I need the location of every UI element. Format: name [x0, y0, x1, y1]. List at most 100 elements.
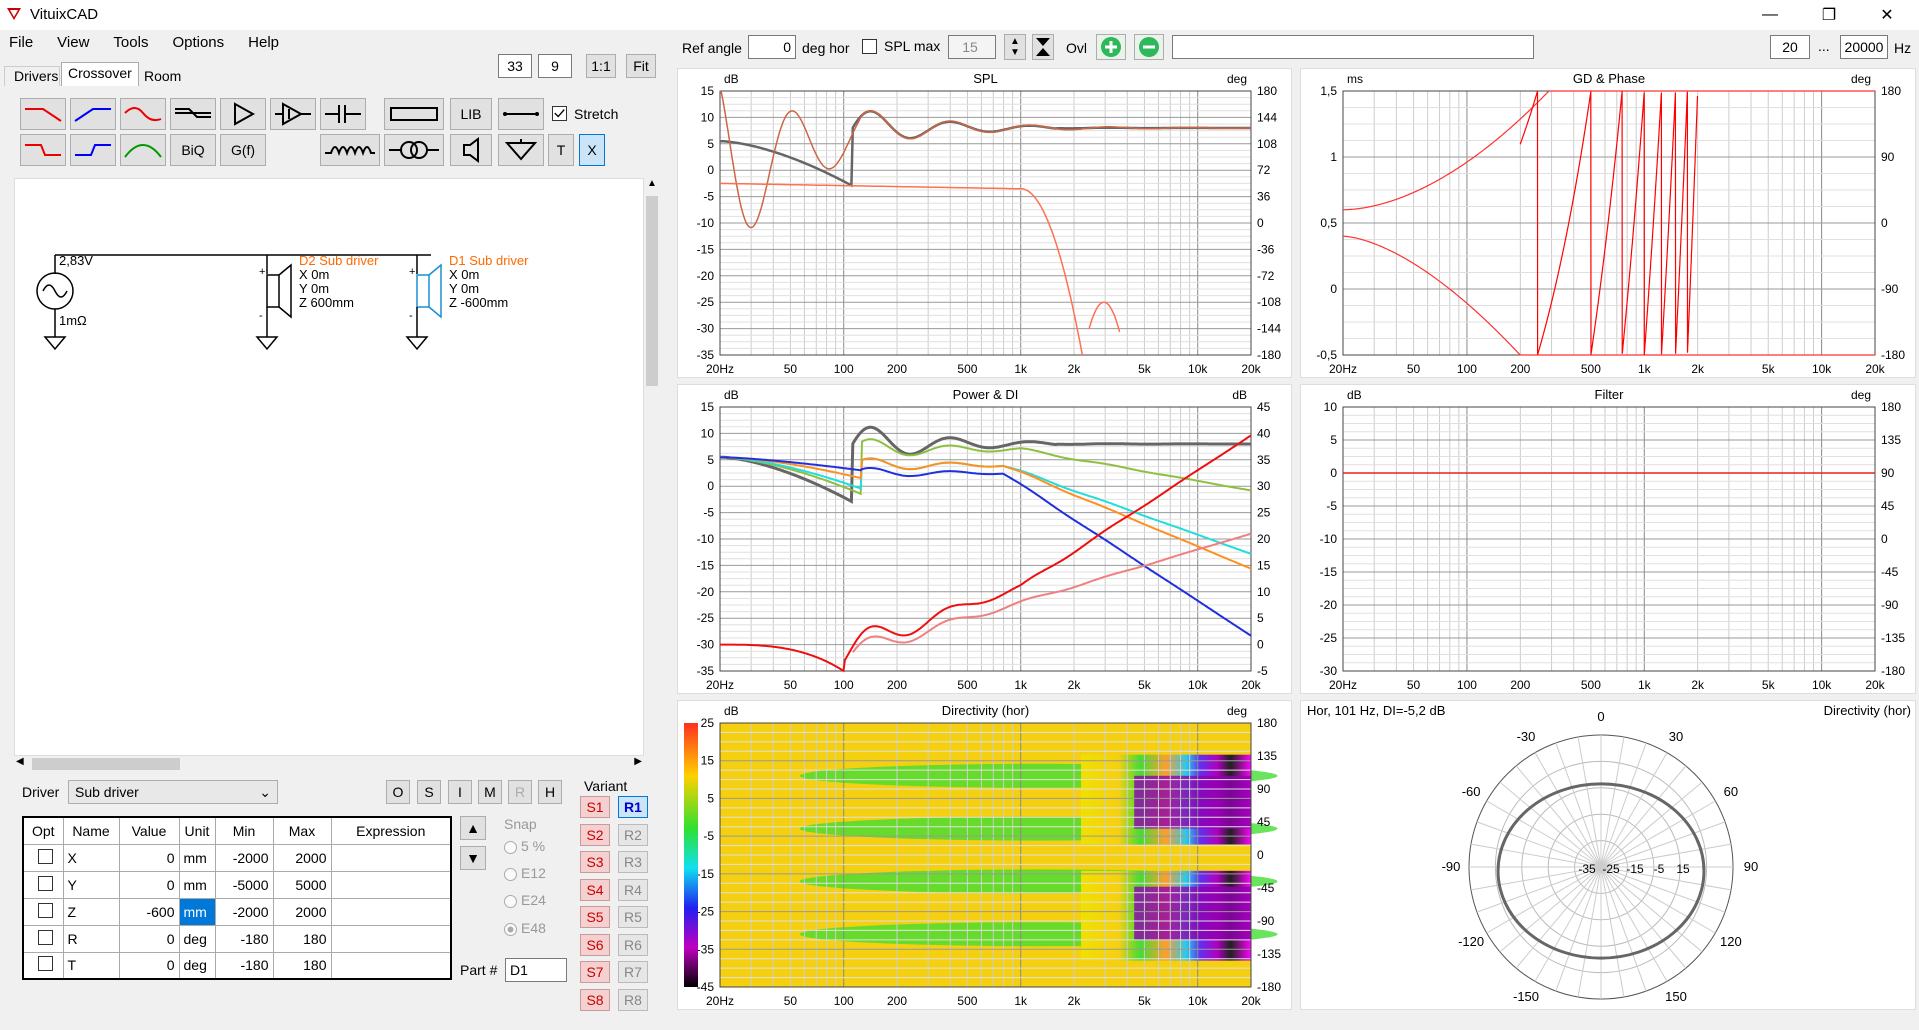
row-expression[interactable] — [330, 897, 452, 926]
inductor-button[interactable] — [320, 134, 380, 166]
row-max[interactable]: 5000 — [272, 870, 332, 899]
spl-max-auto-button[interactable] — [1032, 34, 1054, 60]
variant-r1[interactable]: R1 — [618, 796, 648, 818]
part-input[interactable]: D1 — [505, 958, 567, 982]
zoom-input-a[interactable]: 33 — [498, 54, 532, 78]
opamp-button[interactable] — [270, 98, 316, 130]
variant-s7[interactable]: S7 — [580, 961, 610, 983]
row-unit-selected[interactable]: mm — [178, 897, 216, 926]
variant-s2[interactable]: S2 — [580, 823, 610, 846]
directivity-chart[interactable]: Directivity (hor) dB deg 25 15 5 -5 -15 -25 -35 -4… — [677, 700, 1292, 1010]
row-max[interactable]: 2000 — [272, 897, 332, 926]
table-row[interactable]: Z -600 mm -2000 2000 — [22, 897, 452, 926]
snap-option-e12[interactable]: E12 — [504, 865, 546, 881]
move-up-button[interactable]: ▲ — [460, 816, 486, 840]
variant-r2[interactable]: R2 — [618, 823, 648, 846]
table-row[interactable]: Y 0 mm -5000 5000 — [22, 870, 452, 899]
zoom-fit-button[interactable]: Fit — [626, 54, 656, 78]
variant-s1[interactable]: S1 — [580, 796, 610, 818]
gd-phase-chart[interactable]: GD & Phase ms deg 1,5 1 0,5 0 -0,5 180 90 0 -90 -180… — [1300, 68, 1916, 378]
filter-chart[interactable]: Filter dB deg 10 5 0 -5 -10 -15 -20 -25 -30 180 135 90… — [1300, 384, 1916, 694]
variant-r8[interactable]: R8 — [618, 988, 648, 1011]
vertical-scrollbar[interactable]: ▲ — [644, 178, 660, 756]
row-value[interactable]: 0 — [118, 870, 180, 899]
overlay-add-button[interactable] — [1096, 34, 1126, 60]
move-down-button[interactable]: ▼ — [460, 846, 486, 870]
stretch-checkbox[interactable] — [552, 106, 567, 121]
driver-select[interactable]: Sub driver ⌄ — [68, 780, 278, 804]
variant-s4[interactable]: S4 — [580, 878, 610, 901]
horizontal-scrollbar[interactable]: ◀ ▶ — [14, 756, 644, 772]
variant-s3[interactable]: S3 — [580, 851, 610, 873]
snap-option-e24[interactable]: E24 — [504, 892, 546, 908]
row-value[interactable]: 0 — [118, 843, 180, 872]
lowpass2-red-button[interactable] — [20, 134, 66, 166]
biquad-button[interactable]: BiQ — [170, 134, 216, 166]
menu-tools[interactable]: Tools — [113, 34, 149, 51]
delete-tool-button[interactable]: X — [579, 134, 605, 166]
variant-r4[interactable]: R4 — [618, 878, 648, 901]
menu-help[interactable]: Help — [248, 34, 280, 51]
spl-stepper-button[interactable]: ▲ ▼ — [1004, 34, 1026, 60]
overlay-remove-button[interactable] — [1134, 34, 1164, 60]
spl-max-checkbox[interactable] — [862, 39, 877, 54]
wire-button[interactable] — [498, 98, 544, 130]
row-max[interactable]: 180 — [272, 951, 332, 980]
bandpass-red-button[interactable] — [120, 98, 166, 130]
buffer-button[interactable] — [220, 98, 266, 130]
row-min[interactable]: -2000 — [214, 897, 274, 926]
capacitor-button[interactable] — [320, 98, 366, 130]
btn-o[interactable]: O — [386, 780, 410, 804]
variant-r3[interactable]: R3 — [618, 851, 648, 873]
highpass2-blue-button[interactable] — [70, 134, 116, 166]
zoom-input-b[interactable]: 9 — [538, 54, 572, 78]
snap-option-e48[interactable]: E48 — [504, 920, 546, 936]
tab-room[interactable]: Room — [144, 68, 182, 84]
opt-checkbox[interactable] — [38, 902, 53, 918]
row-max[interactable]: 180 — [272, 924, 332, 953]
variant-r7[interactable]: R7 — [618, 961, 648, 983]
zoom-1to1-button[interactable]: 1:1 — [586, 54, 616, 78]
power-di-chart[interactable]: Power & DI dB dB 15 10 5 0 -5 -10 -15 -20 -25 -30 -35… — [677, 384, 1292, 694]
opt-checkbox[interactable] — [38, 929, 53, 945]
lowpass-red-button[interactable] — [20, 98, 66, 130]
ref-angle-input[interactable]: 0 — [748, 35, 796, 59]
row-min[interactable]: -180 — [214, 951, 274, 980]
variant-s8[interactable]: S8 — [580, 988, 610, 1011]
polar-chart[interactable]: Hor, 101 Hz, DI=-5,2 dB Directivity (hor)… — [1300, 700, 1916, 1024]
btn-m[interactable]: M — [478, 780, 502, 804]
row-value[interactable]: -600 — [118, 897, 180, 926]
opt-checkbox[interactable] — [38, 956, 53, 972]
row-expression[interactable] — [330, 843, 452, 872]
row-value[interactable]: 0 — [118, 924, 180, 953]
menu-file[interactable]: File — [9, 34, 34, 51]
table-row[interactable]: R 0 deg -180 180 — [22, 924, 452, 953]
btn-r[interactable]: R — [508, 780, 532, 804]
maximize-button[interactable]: ❐ — [1821, 7, 1837, 24]
row-expression[interactable] — [330, 870, 452, 899]
minimize-button[interactable]: — — [1762, 6, 1778, 23]
freq-high-input[interactable]: 20000 — [1840, 35, 1888, 59]
schematic-canvas[interactable]: + - + - 2,83V 1mΩ D2 Sub driver X 0m Y 0m … — [14, 178, 644, 756]
tab-crossover[interactable]: Crossover — [68, 65, 132, 81]
opt-checkbox[interactable] — [38, 875, 53, 891]
btn-h[interactable]: H — [538, 780, 562, 804]
row-min[interactable]: -180 — [214, 924, 274, 953]
variant-s5[interactable]: S5 — [580, 906, 610, 928]
gf-button[interactable]: G(f) — [220, 134, 266, 166]
row-min[interactable]: -5000 — [214, 870, 274, 899]
row-min[interactable]: -2000 — [214, 843, 274, 872]
table-row[interactable]: T 0 deg -180 180 — [22, 951, 452, 980]
overlay-input[interactable] — [1172, 35, 1534, 59]
tab-drivers[interactable]: Drivers — [14, 68, 59, 84]
row-value[interactable]: 0 — [118, 951, 180, 980]
freq-low-input[interactable]: 20 — [1770, 35, 1810, 59]
snap-option-5[interactable]: 5 % — [504, 838, 545, 854]
highpass-blue-button[interactable] — [70, 98, 116, 130]
variant-r5[interactable]: R5 — [618, 906, 648, 928]
opt-checkbox[interactable] — [38, 848, 53, 864]
spl-max-input[interactable]: 15 — [948, 35, 996, 59]
variant-s6[interactable]: S6 — [580, 933, 610, 956]
variant-r6[interactable]: R6 — [618, 933, 648, 956]
menu-view[interactable]: View — [57, 34, 90, 51]
